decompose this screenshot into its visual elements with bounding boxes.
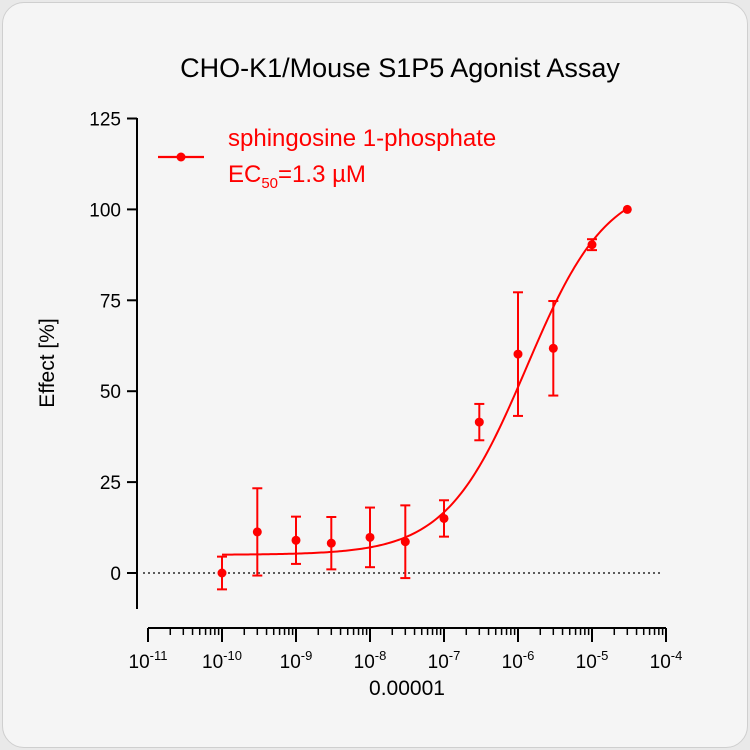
y-axis-label: Effect [%] bbox=[36, 318, 59, 408]
legend-series-name: sphingosine 1-phosphate bbox=[228, 125, 496, 152]
data-point bbox=[217, 568, 227, 578]
ec50-value: =1.3 µM bbox=[278, 161, 366, 188]
ec50-prefix: EC bbox=[228, 161, 261, 188]
x-tick-exponent: -9 bbox=[301, 648, 313, 663]
x-tick-exponent: -10 bbox=[223, 648, 242, 663]
y-tick-label: 75 bbox=[100, 291, 121, 312]
y-axis: 0 25 50 75 100 125 bbox=[89, 110, 138, 609]
x-tick-label: 10-11 bbox=[129, 648, 168, 673]
x-axis: 10-11 10-10 10-9 10-8 10-7 10-6 10-5 10-4 bbox=[129, 627, 683, 673]
x-axis-label: 0.00001 bbox=[369, 677, 445, 700]
y-tick-label: 125 bbox=[89, 110, 121, 131]
data-point bbox=[400, 537, 410, 547]
data-point bbox=[291, 535, 301, 545]
legend-dot-marker bbox=[176, 152, 186, 162]
x-tick-exponent: -6 bbox=[523, 648, 535, 663]
data-point bbox=[439, 513, 449, 523]
chart-title: CHO-K1/Mouse S1P5 Agonist Assay bbox=[180, 53, 620, 83]
y-tick-label: 0 bbox=[110, 564, 121, 585]
plot-area bbox=[217, 204, 632, 591]
x-tick-label: 10-4 bbox=[650, 648, 683, 673]
y-tick-label: 50 bbox=[100, 382, 121, 403]
data-point bbox=[252, 527, 262, 537]
x-tick-exponent: -8 bbox=[375, 648, 387, 663]
x-tick-label: 10-5 bbox=[576, 648, 609, 673]
x-tick-base: 10 bbox=[354, 652, 375, 673]
ec50-subscript: 50 bbox=[261, 175, 278, 192]
x-tick-exponent: -11 bbox=[150, 648, 168, 663]
x-tick-label: 10-10 bbox=[202, 648, 242, 673]
data-point bbox=[365, 532, 375, 542]
x-tick-exponent: -4 bbox=[671, 648, 683, 663]
data-point bbox=[587, 240, 597, 250]
fit-curve bbox=[221, 207, 628, 556]
data-point bbox=[548, 343, 558, 353]
y-tick-label: 100 bbox=[89, 200, 121, 221]
data-point bbox=[622, 204, 632, 214]
x-tick-base: 10 bbox=[280, 652, 301, 673]
x-tick-base: 10 bbox=[202, 652, 223, 673]
x-tick-label: 10-9 bbox=[280, 648, 313, 673]
x-tick-label: 10-8 bbox=[354, 648, 387, 673]
data-point bbox=[326, 538, 336, 548]
x-tick-base: 10 bbox=[428, 652, 449, 673]
x-tick-base: 10 bbox=[576, 652, 597, 673]
legend-ec50: EC50=1.3 µM bbox=[228, 161, 366, 192]
data-point bbox=[474, 417, 484, 427]
x-tick-label: 10-7 bbox=[428, 648, 461, 673]
legend: sphingosine 1-phosphate EC50=1.3 µM bbox=[158, 125, 496, 192]
x-tick-label: 10-6 bbox=[502, 648, 535, 673]
x-tick-exponent: -5 bbox=[597, 648, 609, 663]
x-tick-base: 10 bbox=[650, 652, 671, 673]
data-point bbox=[513, 349, 523, 359]
x-tick-base: 10 bbox=[502, 652, 523, 673]
y-tick-label: 25 bbox=[100, 473, 121, 494]
x-tick-exponent: -7 bbox=[449, 648, 461, 663]
x-tick-base: 10 bbox=[129, 652, 150, 673]
